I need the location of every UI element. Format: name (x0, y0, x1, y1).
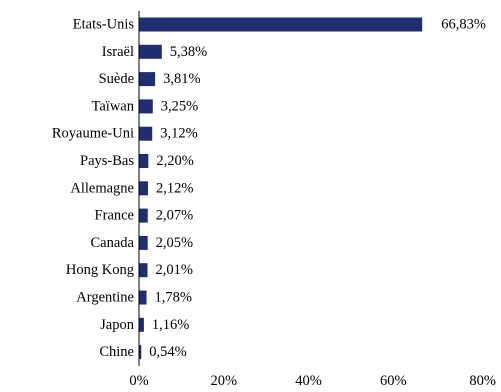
value-label: 3,81% (163, 71, 200, 87)
category-label: Suède (99, 71, 134, 87)
x-tick-label: 80% (469, 373, 496, 389)
x-tick-label: 60% (380, 373, 407, 389)
category-label: France (95, 208, 134, 224)
x-axis-ticks: 0% 20% 40% 60% 80% (129, 373, 496, 389)
category-label: Argentine (76, 290, 134, 306)
category-label: Chine (99, 344, 134, 360)
value-label: 3,12% (160, 126, 197, 142)
category-label: Hong Kong (66, 262, 134, 278)
bar (139, 126, 153, 141)
category-label: Etats-Unis (73, 17, 135, 33)
value-label: 66,83% (441, 17, 486, 33)
value-label: 2,12% (156, 180, 193, 196)
category-labels: Etats-Unis Israël Suède Taïwan Royaume-Uni Pa… (52, 17, 135, 361)
category-label: Allemagne (70, 180, 134, 196)
bar (139, 235, 148, 250)
bar (139, 345, 142, 360)
value-label: 2,01% (156, 262, 193, 278)
bar (139, 72, 156, 87)
category-label: Pays-Bas (80, 153, 134, 169)
category-label: Taïwan (92, 98, 135, 114)
x-tick-label: 0% (129, 373, 148, 389)
category-label: Royaume-Uni (52, 126, 134, 142)
bar (139, 181, 148, 196)
value-label: 3,25% (161, 98, 198, 114)
bar (139, 17, 423, 32)
value-label: 5,38% (170, 44, 207, 60)
value-label: 1,16% (152, 317, 189, 333)
bar (139, 44, 162, 59)
value-labels: 66,83% 5,38% 3,81% 3,25% 3,12% 2,20% 2,12% 2,07… (149, 17, 486, 361)
bars (139, 17, 423, 360)
category-label: Canada (91, 235, 135, 251)
value-label: 1,78% (155, 290, 192, 306)
value-label: 2,05% (156, 235, 193, 251)
x-tick-label: 40% (295, 373, 322, 389)
bar (139, 263, 148, 278)
category-label: Israël (102, 44, 134, 60)
bar (139, 290, 147, 305)
bar (139, 317, 144, 332)
bar (139, 99, 153, 114)
bar (139, 154, 149, 168)
value-label: 2,07% (156, 208, 193, 224)
value-label: 2,20% (156, 153, 193, 169)
bar (139, 208, 148, 223)
value-label: 0,54% (149, 344, 186, 360)
category-label: Japon (100, 317, 135, 333)
x-tick-label: 20% (210, 373, 237, 389)
